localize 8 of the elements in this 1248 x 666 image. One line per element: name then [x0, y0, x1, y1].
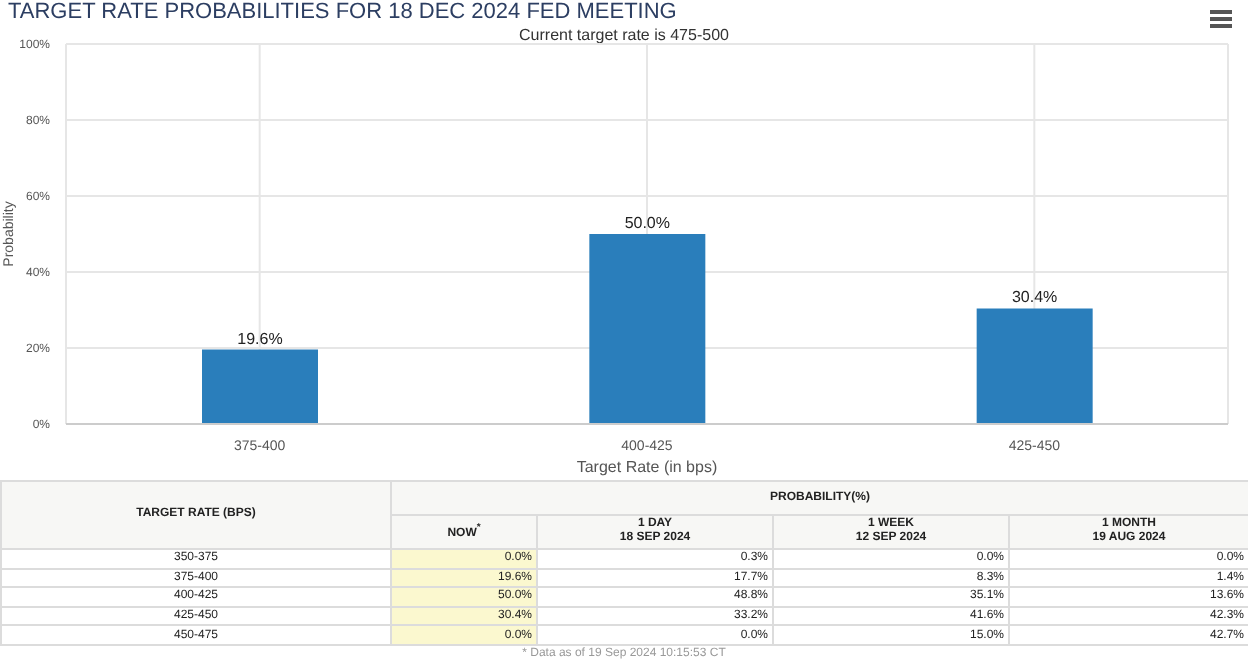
chart-title: TARGET RATE PROBABILITIES FOR 18 DEC 2024 FED MEETING: [8, 0, 677, 24]
data-label: 19.6%: [237, 329, 283, 348]
bar: [976, 308, 1093, 424]
data-label: 50.0%: [624, 214, 671, 232]
data-label: 30.4%: [1011, 288, 1058, 307]
bar: [202, 349, 318, 424]
x-axis-title: Target Rate (in bps): [576, 458, 718, 476]
bar: [589, 234, 706, 424]
